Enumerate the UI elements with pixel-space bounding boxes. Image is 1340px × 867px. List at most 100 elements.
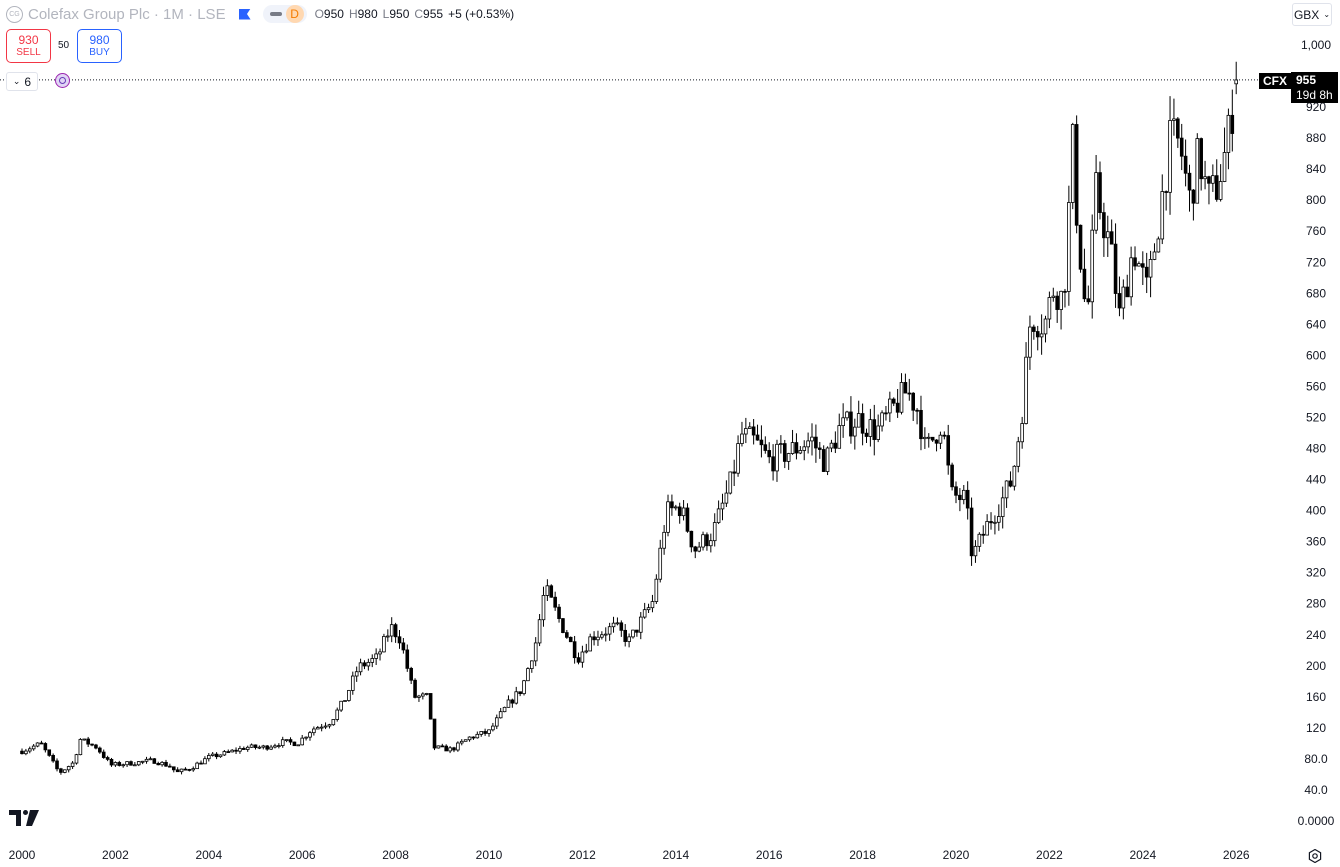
candle-body: [117, 762, 122, 766]
candle-body: [105, 757, 110, 760]
candle-body: [331, 719, 336, 726]
candle-body: [156, 763, 161, 766]
candle-body: [946, 435, 951, 466]
candle-body: [755, 434, 760, 441]
symbol-title[interactable]: Colefax Group Plc · 1M · LSE: [28, 5, 226, 23]
time-axis[interactable]: 2000 2002 2004 2006 2008 2010 2012 2014 2016 2018…: [9, 848, 1250, 862]
low-value: 950: [389, 7, 410, 21]
candle-body: [876, 425, 880, 440]
candle-body: [541, 595, 546, 621]
candle-body: [899, 382, 904, 413]
candle-body: [977, 533, 982, 547]
price-axis[interactable]: 0.0000 40.0 80.0 120 160 200 240 280 320 360 400 44…: [1298, 38, 1335, 828]
candle-body: [646, 607, 651, 611]
candle-body: [954, 486, 958, 496]
candle-body: [588, 636, 592, 652]
candle-body: [1121, 286, 1126, 309]
candle-body: [938, 434, 943, 444]
candle-body: [724, 492, 729, 504]
candle-body: [607, 626, 612, 635]
candle-body: [693, 546, 698, 552]
candle-body: [203, 758, 207, 765]
candle-body: [868, 419, 873, 437]
company-logo-icon[interactable]: CG: [6, 5, 23, 23]
candle-body: [1207, 176, 1211, 184]
candle-body: [195, 762, 199, 770]
candle-body: [872, 419, 877, 440]
candle-body: [1074, 124, 1079, 226]
candle-body: [24, 750, 28, 755]
gear-icon[interactable]: [1308, 849, 1322, 863]
candle-body: [1035, 331, 1040, 338]
candle-body: [191, 768, 196, 771]
candle-body: [658, 547, 663, 580]
candle-body: [502, 706, 507, 713]
minus-icon: [269, 12, 282, 16]
candle-body: [82, 738, 87, 741]
candle-body: [1020, 423, 1024, 443]
market-status-pill[interactable]: D: [262, 5, 307, 23]
candle-body: [681, 507, 686, 517]
indicators-toggle[interactable]: ⌄ 6: [6, 72, 38, 91]
y-tick-label: 0.0000: [1298, 814, 1335, 828]
eye-icon[interactable]: [55, 73, 70, 88]
candle-body: [98, 747, 102, 753]
candle-body: [362, 662, 367, 667]
candle-body: [296, 744, 301, 747]
candle-body: [732, 471, 736, 474]
candle-body: [234, 749, 238, 752]
candle-body: [1199, 138, 1203, 180]
candle-body: [1109, 231, 1114, 245]
candle-body: [1000, 497, 1005, 517]
candle-body: [841, 417, 845, 427]
candle-body: [989, 521, 993, 524]
candle-body: [1218, 181, 1223, 200]
candle-body: [175, 769, 180, 773]
candle-body: [265, 745, 269, 750]
high-value: 980: [357, 7, 378, 21]
candle-body: [891, 398, 896, 404]
candle-body: [915, 409, 919, 412]
sell-button[interactable]: 930 SELL: [6, 29, 51, 63]
candle-body: [1211, 175, 1215, 184]
y-tick-label: 400: [1306, 504, 1326, 518]
candle-body: [856, 413, 861, 428]
candle-body: [1164, 191, 1168, 193]
candle-body: [934, 439, 939, 444]
candle-body: [397, 636, 402, 644]
candle-body: [864, 432, 869, 437]
candle-body: [467, 736, 472, 741]
candle-body: [280, 739, 285, 746]
candle-body: [1133, 257, 1137, 267]
buy-button[interactable]: 980 BUY: [77, 29, 122, 63]
currency-selector[interactable]: GBX ⌄: [1292, 3, 1332, 26]
chevron-down-icon: ⌄: [1323, 10, 1331, 19]
candle-body: [950, 464, 954, 488]
candle-body: [350, 675, 355, 691]
candle-body: [288, 739, 293, 743]
candle-body: [1168, 120, 1172, 193]
tradingview-logo-icon[interactable]: [9, 810, 39, 826]
candle-body: [78, 739, 83, 756]
candle-body: [533, 642, 538, 662]
candle-body: [444, 745, 448, 752]
candle-body: [27, 748, 32, 752]
candle-body: [592, 636, 596, 641]
candle-body: [129, 761, 133, 766]
candle-body: [689, 530, 694, 548]
candle-body: [66, 766, 71, 771]
candle-body: [1234, 79, 1239, 85]
candle-body: [1016, 441, 1021, 467]
candle-body: [1148, 259, 1153, 278]
x-tick-label: 2006: [289, 848, 316, 862]
candle-body: [393, 624, 398, 638]
candle-body: [654, 578, 659, 602]
candle-body: [253, 744, 258, 748]
candle-body: [47, 749, 52, 756]
candle-body: [802, 446, 807, 451]
candle-body: [269, 746, 273, 750]
spread-value: 50: [58, 40, 70, 51]
flag-icon[interactable]: [238, 8, 251, 20]
sell-label: SELL: [16, 46, 41, 58]
